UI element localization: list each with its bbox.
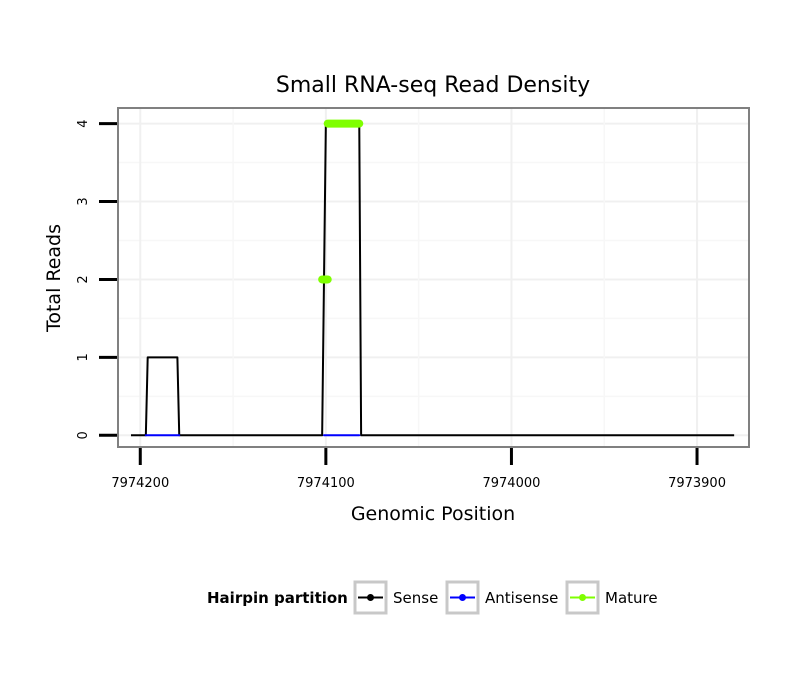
legend-item-mature: Mature <box>565 580 658 615</box>
legend-label: Sense <box>393 589 438 607</box>
x-tick-label: 7974100 <box>297 476 355 491</box>
x-axis: 7974200 7974100 7974000 7973900 <box>111 448 726 491</box>
y-tick-label: 2 <box>76 275 91 283</box>
x-axis-title: Genomic Position <box>351 503 515 525</box>
y-tick-label: 0 <box>76 431 91 439</box>
legend: Hairpin partition Sense Antisense Mature <box>207 580 658 615</box>
chart-title: Small RNA-seq Read Density <box>276 73 590 98</box>
x-tick-label: 7974000 <box>482 476 540 491</box>
legend-item-antisense: Antisense <box>445 580 558 615</box>
legend-label: Mature <box>605 589 658 607</box>
grid <box>118 108 749 447</box>
legend-title: Hairpin partition <box>207 589 348 607</box>
series-line-sense <box>130 122 735 437</box>
x-tick-label: 7974200 <box>111 476 169 491</box>
y-tick-label: 3 <box>76 197 91 205</box>
series-layer <box>130 119 735 437</box>
legend-item-sense: Sense <box>353 580 438 615</box>
y-tick-label: 4 <box>76 119 91 127</box>
y-tick-label: 1 <box>76 353 91 361</box>
plot-panel-border <box>117 107 750 448</box>
y-axis: 0 1 2 3 4 <box>76 119 117 439</box>
x-tick-label: 7973900 <box>668 476 726 491</box>
legend-key-point <box>367 594 374 601</box>
legend-key-point <box>579 594 586 601</box>
y-axis-title: Total Reads <box>43 224 65 333</box>
legend-key-point <box>459 594 466 601</box>
legend-label: Antisense <box>485 589 558 607</box>
